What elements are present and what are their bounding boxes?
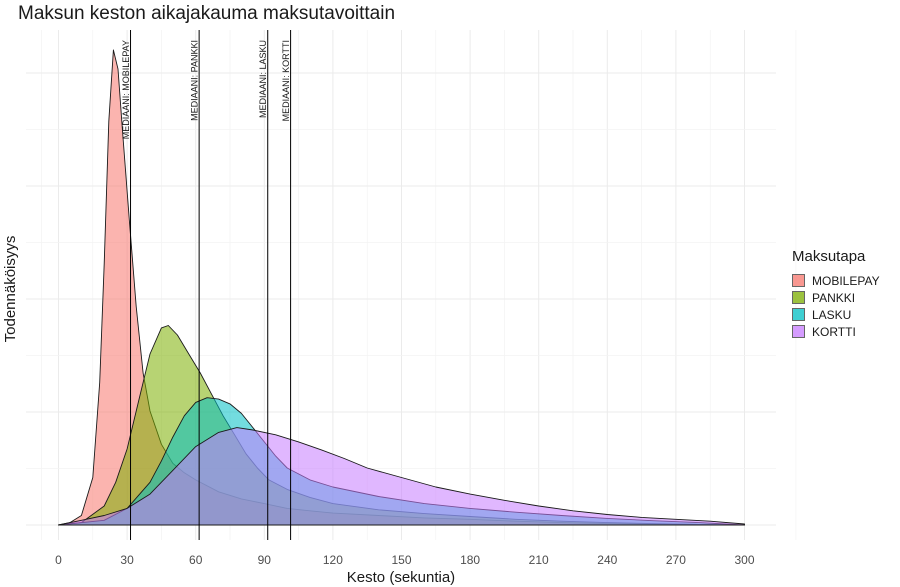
median-label: MEDIAANI: LASKU	[258, 40, 268, 118]
x-tick-label: 210	[529, 553, 549, 567]
median-layer: MEDIAANI: MOBILEPAY MEDIAANI: PANKKI MEDIA…	[121, 30, 292, 540]
legend: Maksutapa MOBILEPAY PANKKI LASKU KORTTI	[792, 248, 880, 340]
legend-key-pankki	[792, 291, 805, 304]
legend-label-lasku: LASKU	[812, 307, 852, 322]
legend-item-lasku: LASKU	[792, 306, 880, 323]
median-label: MEDIAANI: MOBILEPAY	[121, 40, 131, 139]
median-label: MEDIAANI: KORTTI	[281, 40, 291, 121]
legend-key-lasku	[792, 308, 805, 321]
chart-title: Maksun keston aikajakauma maksutavoittai…	[18, 3, 396, 24]
x-tick-label: 240	[597, 553, 617, 567]
grid-layer	[26, 30, 797, 540]
x-tick-label: 300	[734, 553, 754, 567]
x-tick-label: 60	[189, 553, 203, 567]
x-tick-label: 270	[666, 553, 686, 567]
x-tick-label: 120	[323, 553, 343, 567]
x-tick-label: 30	[120, 553, 134, 567]
y-axis-title: Todennäköisyys	[2, 236, 19, 343]
x-axis-title: Kesto (sekuntia)	[347, 569, 455, 586]
median-label: MEDIAANI: PANKKI	[190, 40, 200, 121]
legend-item-mobilepay: MOBILEPAY	[792, 272, 880, 289]
x-tick-label: 150	[391, 553, 411, 567]
density-kortti	[58, 427, 745, 526]
legend-item-pankki: PANKKI	[792, 289, 880, 306]
legend-label-mobilepay: MOBILEPAY	[812, 273, 880, 288]
legend-item-kortti: KORTTI	[792, 323, 880, 340]
legend-title: Maksutapa	[792, 248, 866, 265]
x-tick-label: 90	[258, 553, 272, 567]
x-tick-label: 0	[55, 553, 62, 567]
legend-key-kortti	[792, 325, 805, 338]
x-axis-ticks: 0 30 60 90 120 150 180 210 240 270 300	[55, 553, 755, 567]
legend-label-pankki: PANKKI	[812, 290, 856, 305]
legend-key-mobilepay	[792, 274, 805, 287]
legend-label-kortti: KORTTI	[812, 324, 856, 339]
x-tick-label: 180	[460, 553, 480, 567]
density-layer	[58, 49, 745, 526]
